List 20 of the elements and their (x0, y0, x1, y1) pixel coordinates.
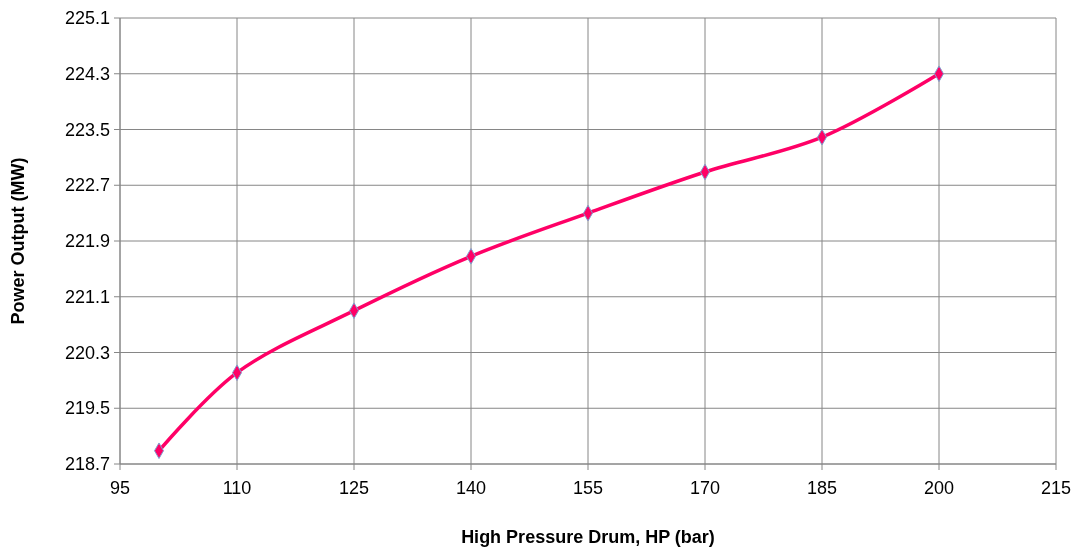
y-axis-title: Power Output (MW) (8, 157, 28, 325)
y-tick-label: 220.3 (64, 342, 110, 363)
x-tick-label: 110 (222, 478, 252, 498)
x-tick-label: 125 (338, 478, 370, 498)
x-tick-label: 170 (689, 478, 721, 498)
x-tick-label: 95 (109, 478, 131, 498)
x-tick-label: 200 (923, 478, 955, 498)
x-tick-label: 140 (455, 478, 487, 498)
y-tick-label: 221.1 (64, 286, 110, 307)
x-tick-label: 155 (572, 478, 604, 498)
y-tick-label: 221.9 (64, 231, 110, 251)
y-tick-label: 222.7 (64, 175, 110, 196)
x-tick-label: 185 (806, 478, 838, 498)
x-tick-label: 215 (1040, 478, 1072, 498)
x-axis-title: High Pressure Drum, HP (bar) (461, 527, 715, 547)
y-tick-label: 223.5 (64, 119, 110, 140)
y-tick-label: 219.5 (64, 398, 110, 419)
y-tick-label: 225.1 (64, 8, 110, 28)
y-tick-label: 218.7 (64, 454, 110, 474)
y-tick-label: 224.3 (64, 63, 110, 84)
